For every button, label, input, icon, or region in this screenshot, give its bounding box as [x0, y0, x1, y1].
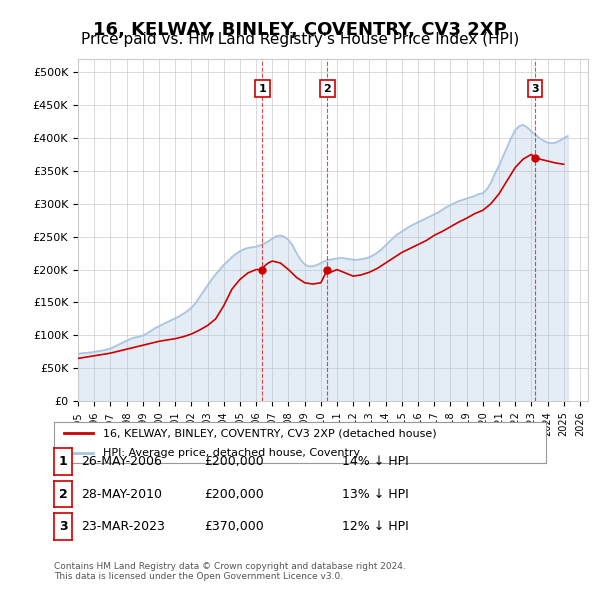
Text: Contains HM Land Registry data © Crown copyright and database right 2024.
This d: Contains HM Land Registry data © Crown c… [54, 562, 406, 581]
Text: HPI: Average price, detached house, Coventry: HPI: Average price, detached house, Cove… [103, 448, 361, 458]
Text: 2: 2 [323, 84, 331, 94]
Text: 23-MAR-2023: 23-MAR-2023 [81, 520, 165, 533]
Text: £200,000: £200,000 [204, 455, 264, 468]
Text: 1: 1 [259, 84, 266, 94]
Text: 13% ↓ HPI: 13% ↓ HPI [342, 487, 409, 501]
Text: £200,000: £200,000 [204, 487, 264, 501]
Text: 16, KELWAY, BINLEY, COVENTRY, CV3 2XP (detached house): 16, KELWAY, BINLEY, COVENTRY, CV3 2XP (d… [103, 428, 437, 438]
Text: 3: 3 [531, 84, 539, 94]
Text: 28-MAY-2010: 28-MAY-2010 [81, 487, 162, 501]
Text: 1: 1 [59, 455, 67, 468]
Text: 3: 3 [59, 520, 67, 533]
Text: Price paid vs. HM Land Registry's House Price Index (HPI): Price paid vs. HM Land Registry's House … [81, 32, 519, 47]
Text: 16, KELWAY, BINLEY, COVENTRY, CV3 2XP: 16, KELWAY, BINLEY, COVENTRY, CV3 2XP [93, 21, 507, 39]
Text: 14% ↓ HPI: 14% ↓ HPI [342, 455, 409, 468]
Text: 2: 2 [59, 487, 67, 501]
Text: £370,000: £370,000 [204, 520, 264, 533]
Text: 26-MAY-2006: 26-MAY-2006 [81, 455, 162, 468]
Text: 12% ↓ HPI: 12% ↓ HPI [342, 520, 409, 533]
